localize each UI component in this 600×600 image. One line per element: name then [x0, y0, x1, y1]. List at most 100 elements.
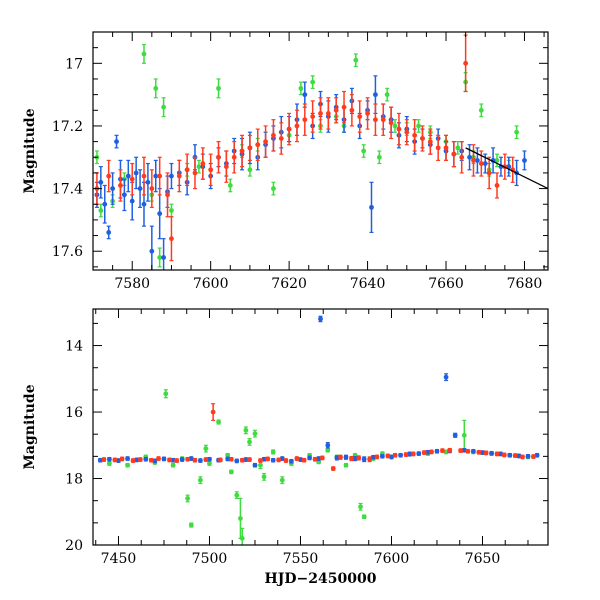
data-point [374, 454, 380, 460]
data-point [148, 457, 154, 463]
data-point [325, 442, 331, 448]
data-point [482, 161, 488, 166]
data-point [506, 164, 512, 170]
data-point [443, 374, 449, 380]
x-tick-label: 7640 [350, 276, 386, 292]
data-point [185, 456, 191, 462]
data-point [227, 183, 233, 188]
data-point [243, 457, 249, 462]
data-point [343, 462, 349, 468]
data-point [121, 192, 127, 198]
data-point [498, 451, 504, 457]
data-point [330, 466, 336, 471]
data-point [440, 448, 445, 453]
data-point [286, 126, 292, 132]
data-point [116, 458, 121, 463]
data-point [141, 173, 147, 179]
data-point [153, 85, 159, 91]
data-point [318, 316, 323, 322]
data-point [129, 198, 135, 204]
x-axis-label: HJD−2450000 [265, 571, 377, 587]
data-point [385, 453, 391, 459]
data-point [520, 454, 525, 460]
data-point [478, 107, 484, 113]
data-point [141, 201, 147, 207]
data-point [252, 462, 258, 468]
data-point [102, 201, 108, 207]
data-layer [94, 34, 548, 270]
data-point [476, 449, 482, 455]
data-point [125, 173, 131, 179]
data-point [325, 111, 331, 116]
series-green [106, 389, 531, 545]
data-point [425, 449, 431, 455]
data-point [278, 136, 284, 141]
x-tick-label: 7600 [193, 276, 229, 292]
data-point [420, 136, 425, 141]
data-point [316, 456, 322, 461]
data-point [225, 456, 231, 462]
data-point [489, 450, 494, 456]
y-tick-label: 17 [65, 56, 83, 72]
data-point [153, 173, 159, 179]
data-point [247, 457, 252, 462]
data-point [452, 432, 458, 438]
top-panel: 7580 7600 7620 7640 7660 7680 17 17.2 17.4 17.6 Ma… [22, 31, 549, 292]
data-point [231, 154, 237, 160]
data-point [310, 114, 316, 119]
data-point [514, 129, 520, 135]
y-axis-label: Magnitude [22, 384, 38, 469]
data-point [106, 173, 112, 179]
x-tick-label: 7620 [271, 276, 307, 292]
data-point [279, 477, 285, 483]
data-point [152, 458, 158, 464]
data-point [501, 452, 507, 458]
data-point [525, 453, 531, 459]
data-point [169, 208, 174, 213]
data-point [163, 391, 169, 397]
data-point [474, 157, 480, 163]
data-point [407, 451, 413, 457]
data-point [247, 439, 252, 445]
y-tick-label: 17.6 [52, 244, 83, 260]
data-point [197, 458, 203, 463]
data-point [119, 456, 125, 462]
data-point [234, 458, 240, 464]
data-point [161, 456, 167, 462]
data-point [228, 456, 234, 462]
data-point [106, 456, 112, 462]
data-point [239, 457, 245, 463]
data-point [302, 117, 308, 123]
data-point [458, 448, 464, 453]
data-point [279, 456, 285, 461]
data-point [367, 456, 373, 462]
data-point [176, 173, 182, 179]
data-point [133, 170, 139, 176]
data-point [170, 457, 176, 463]
data-point [134, 457, 140, 463]
data-point [207, 461, 212, 466]
data-point [114, 139, 119, 145]
data-point [247, 145, 253, 151]
data-point [410, 451, 416, 457]
data-point [516, 453, 522, 459]
data-point [247, 167, 253, 173]
series-red [101, 403, 536, 471]
data-point [156, 456, 161, 461]
data-point [270, 457, 276, 463]
data-point [141, 51, 147, 57]
data-point [455, 145, 461, 151]
y-tick-label: 17.4 [52, 182, 83, 198]
data-point [494, 451, 500, 457]
data-point [361, 456, 367, 462]
data-point [398, 452, 403, 458]
axes-frame [92, 308, 549, 546]
data-point [157, 255, 163, 260]
data-point [443, 145, 449, 151]
y-tick-label: 20 [65, 538, 83, 554]
data-point [157, 211, 163, 217]
data-point [379, 453, 385, 459]
data-point [218, 457, 223, 463]
y-axis-label: Magnitude [22, 108, 38, 193]
data-point [373, 92, 378, 98]
